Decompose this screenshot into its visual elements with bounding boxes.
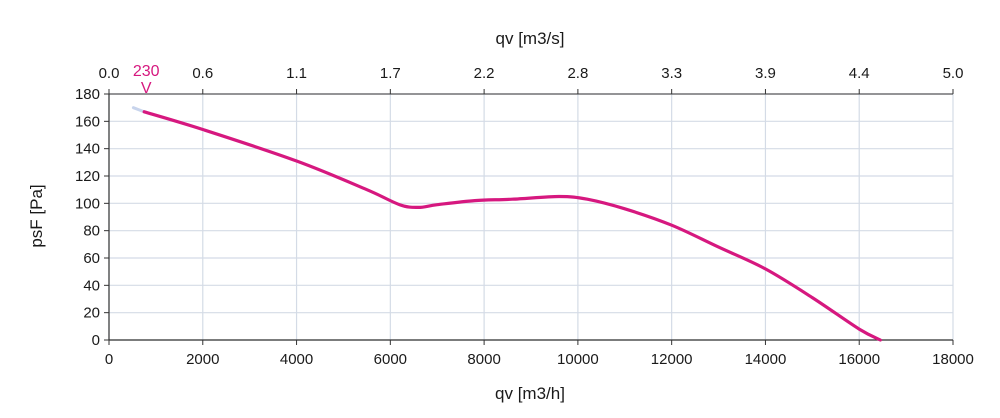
x2-axis: 0.0 0.6 1.1 1.7 2.2 2.8 3.3 3.9 4.4 5.0 <box>99 65 964 94</box>
x-tick-label: 8000 <box>467 351 500 368</box>
x2-tick-label: 0.6 <box>192 65 213 82</box>
y-tick-label: 100 <box>75 195 100 212</box>
x2-tick-label: 0.0 <box>99 65 120 82</box>
x-tick-label: 16000 <box>838 351 880 368</box>
series-extrapolation-line <box>131 106 146 114</box>
x-tick-label: 0 <box>105 351 113 368</box>
y-tick-label: 80 <box>83 223 100 240</box>
x-tick-label: 12000 <box>651 351 693 368</box>
series-label: 230 V <box>133 63 160 97</box>
y-tick-label: 40 <box>83 277 100 294</box>
x-tick-label: 4000 <box>280 351 313 368</box>
x2-tick-label: 3.9 <box>755 65 776 82</box>
y-axis: 0 20 40 60 80 100 120 140 160 180 <box>75 86 109 349</box>
y-tick-label: 120 <box>75 168 100 185</box>
x2-tick-label: 4.4 <box>849 65 870 82</box>
x-tick-label: 18000 <box>932 351 974 368</box>
y-tick-label: 160 <box>75 113 100 130</box>
x2-tick-label: 1.1 <box>286 65 307 82</box>
x2-tick-label: 2.2 <box>474 65 495 82</box>
series-line <box>142 110 882 342</box>
x-tick-label: 10000 <box>557 351 599 368</box>
x2-tick-label: 3.3 <box>661 65 682 82</box>
y-tick-label: 140 <box>75 141 100 158</box>
x-tick-label: 2000 <box>186 351 219 368</box>
y-tick-label: 180 <box>75 86 100 103</box>
y-tick-label: 20 <box>83 305 100 322</box>
x-axis: 0 2000 4000 6000 8000 10000 12000 14000 16000 180… <box>105 340 974 368</box>
x-tick-label: 6000 <box>374 351 407 368</box>
y-axis-title: psF [Pa] <box>27 184 46 247</box>
x-axis-title: qv [m3/h] <box>495 384 565 403</box>
plot-frame <box>108 93 953 341</box>
x2-axis-title: qv [m3/s] <box>496 29 565 48</box>
x-tick-label: 14000 <box>745 351 787 368</box>
x2-tick-label: 5.0 <box>943 65 964 82</box>
grid <box>108 93 954 341</box>
series-layer: 230 V <box>131 63 882 342</box>
y-tick-label: 0 <box>92 332 100 349</box>
x2-tick-label: 1.7 <box>380 65 401 82</box>
y-tick-label: 60 <box>83 250 100 267</box>
x2-tick-label: 2.8 <box>567 65 588 82</box>
